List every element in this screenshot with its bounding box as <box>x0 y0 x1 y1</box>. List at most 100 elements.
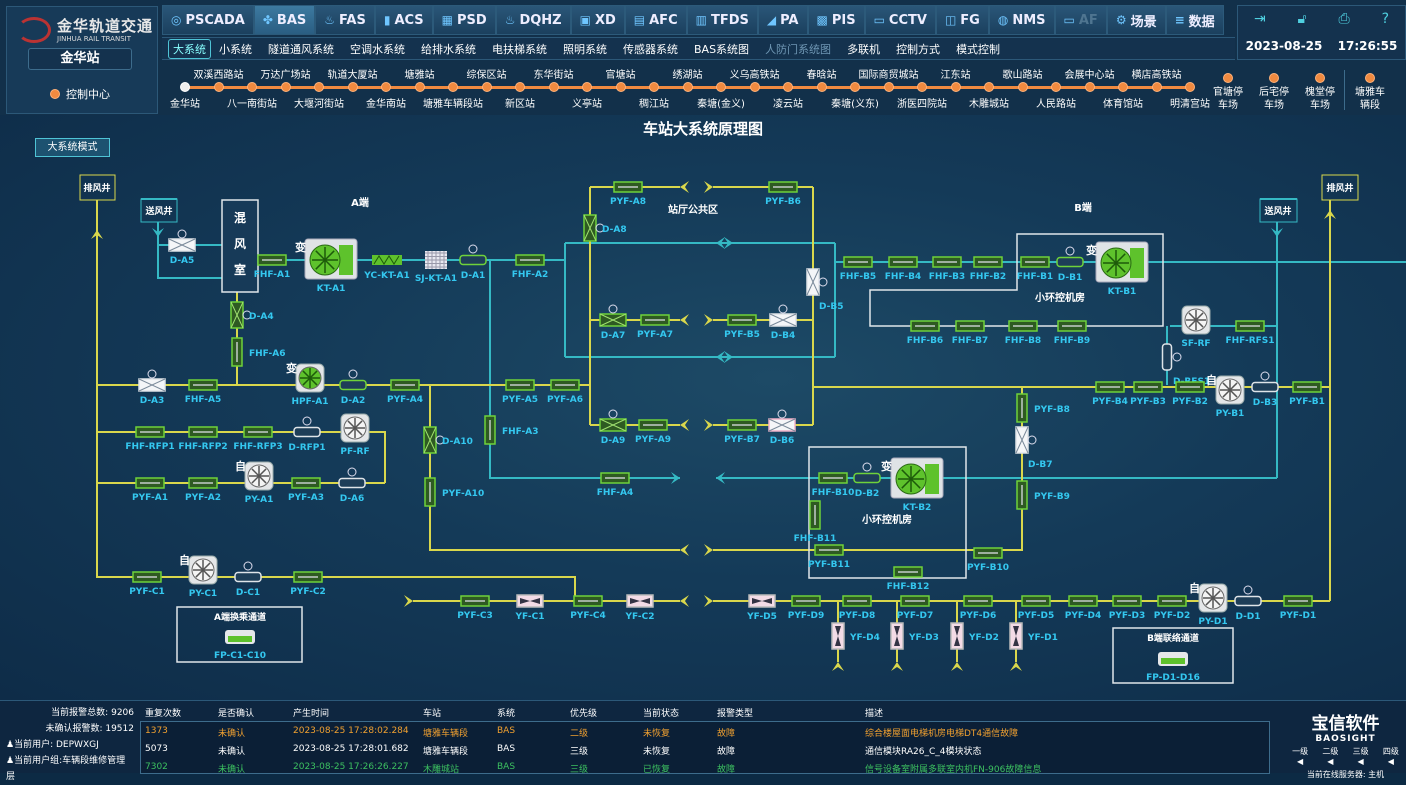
station-dot[interactable] <box>984 82 994 92</box>
subtab-5[interactable]: 电扶梯系统 <box>492 42 547 56</box>
station-name[interactable]: 绣湖站 <box>672 70 703 81</box>
station-name[interactable]: 歌山路站 <box>1002 70 1043 81</box>
ahu-kt-b2[interactable]: 变 KT-B2 <box>881 457 944 513</box>
subtab-10[interactable]: 多联机 <box>847 42 881 56</box>
damper-d-b4[interactable]: D-B4 <box>769 304 797 341</box>
motor-damper-d-b3[interactable]: D-B3 <box>1251 371 1279 408</box>
filter-fhf-b3[interactable]: FHF-B3 <box>929 256 965 282</box>
ahu-kt-a1[interactable]: 变 KT-A1 <box>295 238 358 294</box>
column-header[interactable]: 描述 <box>865 709 884 719</box>
station-name[interactable]: 金华南站 <box>366 99 406 110</box>
filter-pyf-a4[interactable]: PYF-A4 <box>387 379 423 405</box>
filter-fhf-rfp3[interactable]: FHF-RFP3 <box>233 426 283 452</box>
silencer-yc-kt-a1[interactable]: YC-KT-A1 <box>363 255 410 281</box>
damper-d-a4[interactable]: D-A4 <box>230 301 274 329</box>
damper-d-a8[interactable]: D-A8 <box>583 214 627 242</box>
fan-py-d1[interactable]: 自 PY-D1 <box>1189 581 1228 627</box>
motor-damper-d-rfp1[interactable]: D-RFP1 <box>288 416 326 453</box>
station-name[interactable]: 春晗站 <box>806 70 837 81</box>
station-dot[interactable] <box>883 82 894 92</box>
column-header[interactable]: 是否确认 <box>218 709 255 719</box>
unlock-icon[interactable]: 🔓︎ <box>1297 11 1307 27</box>
station-dot[interactable] <box>917 82 927 92</box>
station-dot[interactable] <box>213 82 224 92</box>
valve-yf-d3[interactable]: YF-D3 <box>890 622 939 650</box>
fan-py-a1[interactable]: 自 PY-A1 <box>235 459 274 505</box>
filter-pyf-a6[interactable]: PYF-A6 <box>547 379 583 405</box>
filter-pyf-d7[interactable]: PYF-D7 <box>897 595 933 621</box>
tab-数据[interactable]: ≡ 数据 <box>1165 5 1224 35</box>
column-header[interactable]: 报警类型 <box>717 709 754 719</box>
station-name[interactable]: 凌云站 <box>773 99 803 110</box>
subtab-2[interactable]: 隧道通风系统 <box>268 42 334 56</box>
system-mode-button[interactable]: 大系统模式 <box>35 138 110 157</box>
column-header[interactable]: 重复次数 <box>145 709 182 719</box>
filter-fhf-b6[interactable]: FHF-B6 <box>907 320 943 346</box>
filter-pyf-a8[interactable]: PYF-A8 <box>610 181 646 207</box>
filter-fhf-b12[interactable]: FHF-B12 <box>887 566 930 592</box>
station-dot[interactable] <box>1084 82 1095 92</box>
filter-pyf-a1[interactable]: PYF-A1 <box>132 477 168 503</box>
station-name[interactable]: 国际商贸城站 <box>858 70 919 81</box>
station-name[interactable]: 官塘站 <box>605 70 636 81</box>
alarm-level-1[interactable]: 一级 ◀ <box>1292 746 1308 766</box>
station-name[interactable]: 万达广场站 <box>260 70 311 81</box>
tab-场景[interactable]: ⚙ 场景 <box>1106 5 1166 35</box>
fan-hpf-a1[interactable]: 变 HPF-A1 <box>286 361 328 407</box>
filter-pyf-b10[interactable]: PYF-B10 <box>967 547 1009 573</box>
filter-fhf-a1[interactable]: FHF-A1 <box>254 254 291 280</box>
help-icon[interactable]: ? <box>1381 11 1390 27</box>
motor-damper-d-d1[interactable]: D-D1 <box>1234 585 1262 622</box>
filter-pyf-b5[interactable]: PYF-B5 <box>724 314 760 340</box>
station-dot[interactable] <box>783 82 793 92</box>
filter-pyf-b1[interactable]: PYF-B1 <box>1289 381 1325 407</box>
column-header[interactable]: 车站 <box>423 709 442 719</box>
subtab-6[interactable]: 照明系统 <box>563 42 607 56</box>
filter-pyf-d4[interactable]: PYF-D4 <box>1065 595 1101 621</box>
station-name[interactable]: 浙医四院站 <box>897 99 947 110</box>
station-dot[interactable] <box>280 82 291 92</box>
damper-d-a10[interactable]: D-A10 <box>423 426 473 454</box>
depot-name[interactable]: 后宅停 车场 <box>1259 87 1289 111</box>
column-header[interactable]: 当前状态 <box>643 709 680 719</box>
motor-damper-d-c1[interactable]: D-C1 <box>234 561 262 598</box>
filter-pyf-d3[interactable]: PYF-D3 <box>1109 595 1145 621</box>
filter-pyf-a7[interactable]: PYF-A7 <box>637 314 673 340</box>
alarm-level-2[interactable]: 二级 ◀ <box>1322 746 1338 766</box>
control-center-link[interactable]: 控制中心 <box>50 86 110 102</box>
filter-fhf-rfp2[interactable]: FHF-RFP2 <box>178 426 228 452</box>
station-name[interactable]: 会展中心站 <box>1064 70 1115 81</box>
station-name[interactable]: 横店高铁站 <box>1131 70 1182 81</box>
station-name[interactable]: 明清宫站 <box>1170 99 1210 110</box>
filter-pyf-d9[interactable]: PYF-D9 <box>788 595 824 621</box>
filter-pyf-d2[interactable]: PYF-D2 <box>1154 595 1190 621</box>
tab-pa[interactable]: ◢ PA <box>757 5 808 35</box>
filter-pyf-b2[interactable]: PYF-B2 <box>1172 381 1208 407</box>
station-dot[interactable] <box>1017 82 1028 92</box>
tab-dqhz[interactable]: ♨ DQHZ <box>495 5 571 35</box>
fan-coil-fp-d1-d16[interactable]: FP-D1-D16 <box>1146 652 1200 683</box>
subtab-1[interactable]: 小系统 <box>219 42 252 56</box>
filter-pyf-d8[interactable]: PYF-D8 <box>839 595 875 621</box>
filter-fhf-b9[interactable]: FHF-B9 <box>1054 320 1090 346</box>
station-dot[interactable] <box>1051 82 1061 92</box>
station-name[interactable]: 轨道大厦站 <box>327 70 378 81</box>
valve-yf-d1[interactable]: YF-D1 <box>1009 622 1058 650</box>
station-dot[interactable] <box>816 82 827 92</box>
station-name[interactable]: 塘雅车辆段站 <box>423 99 483 110</box>
filter-fhf-b4[interactable]: FHF-B4 <box>885 256 921 282</box>
subtab-7[interactable]: 传感器系统 <box>623 42 678 56</box>
filter-pyf-d6[interactable]: PYF-D6 <box>960 595 996 621</box>
subtab-11[interactable]: 控制方式 <box>896 42 941 56</box>
filter-pyf-b9[interactable]: PYF-B9 <box>1016 480 1070 510</box>
filter-pyf-b7[interactable]: PYF-B7 <box>724 419 760 445</box>
valve-yf-c2[interactable]: YF-C2 <box>625 594 655 622</box>
valve-yf-d2[interactable]: YF-D2 <box>950 622 999 650</box>
station-name[interactable]: 秦塘(金义) <box>697 99 745 110</box>
filter-pyf-a2[interactable]: PYF-A2 <box>185 477 221 503</box>
filter-fhf-a5[interactable]: FHF-A5 <box>185 379 222 405</box>
station-dot[interactable] <box>448 82 458 92</box>
depot-dot[interactable] <box>1315 73 1325 83</box>
subtab-4[interactable]: 给排水系统 <box>421 42 476 56</box>
tab-acs[interactable]: ▮ ACS <box>374 5 433 35</box>
